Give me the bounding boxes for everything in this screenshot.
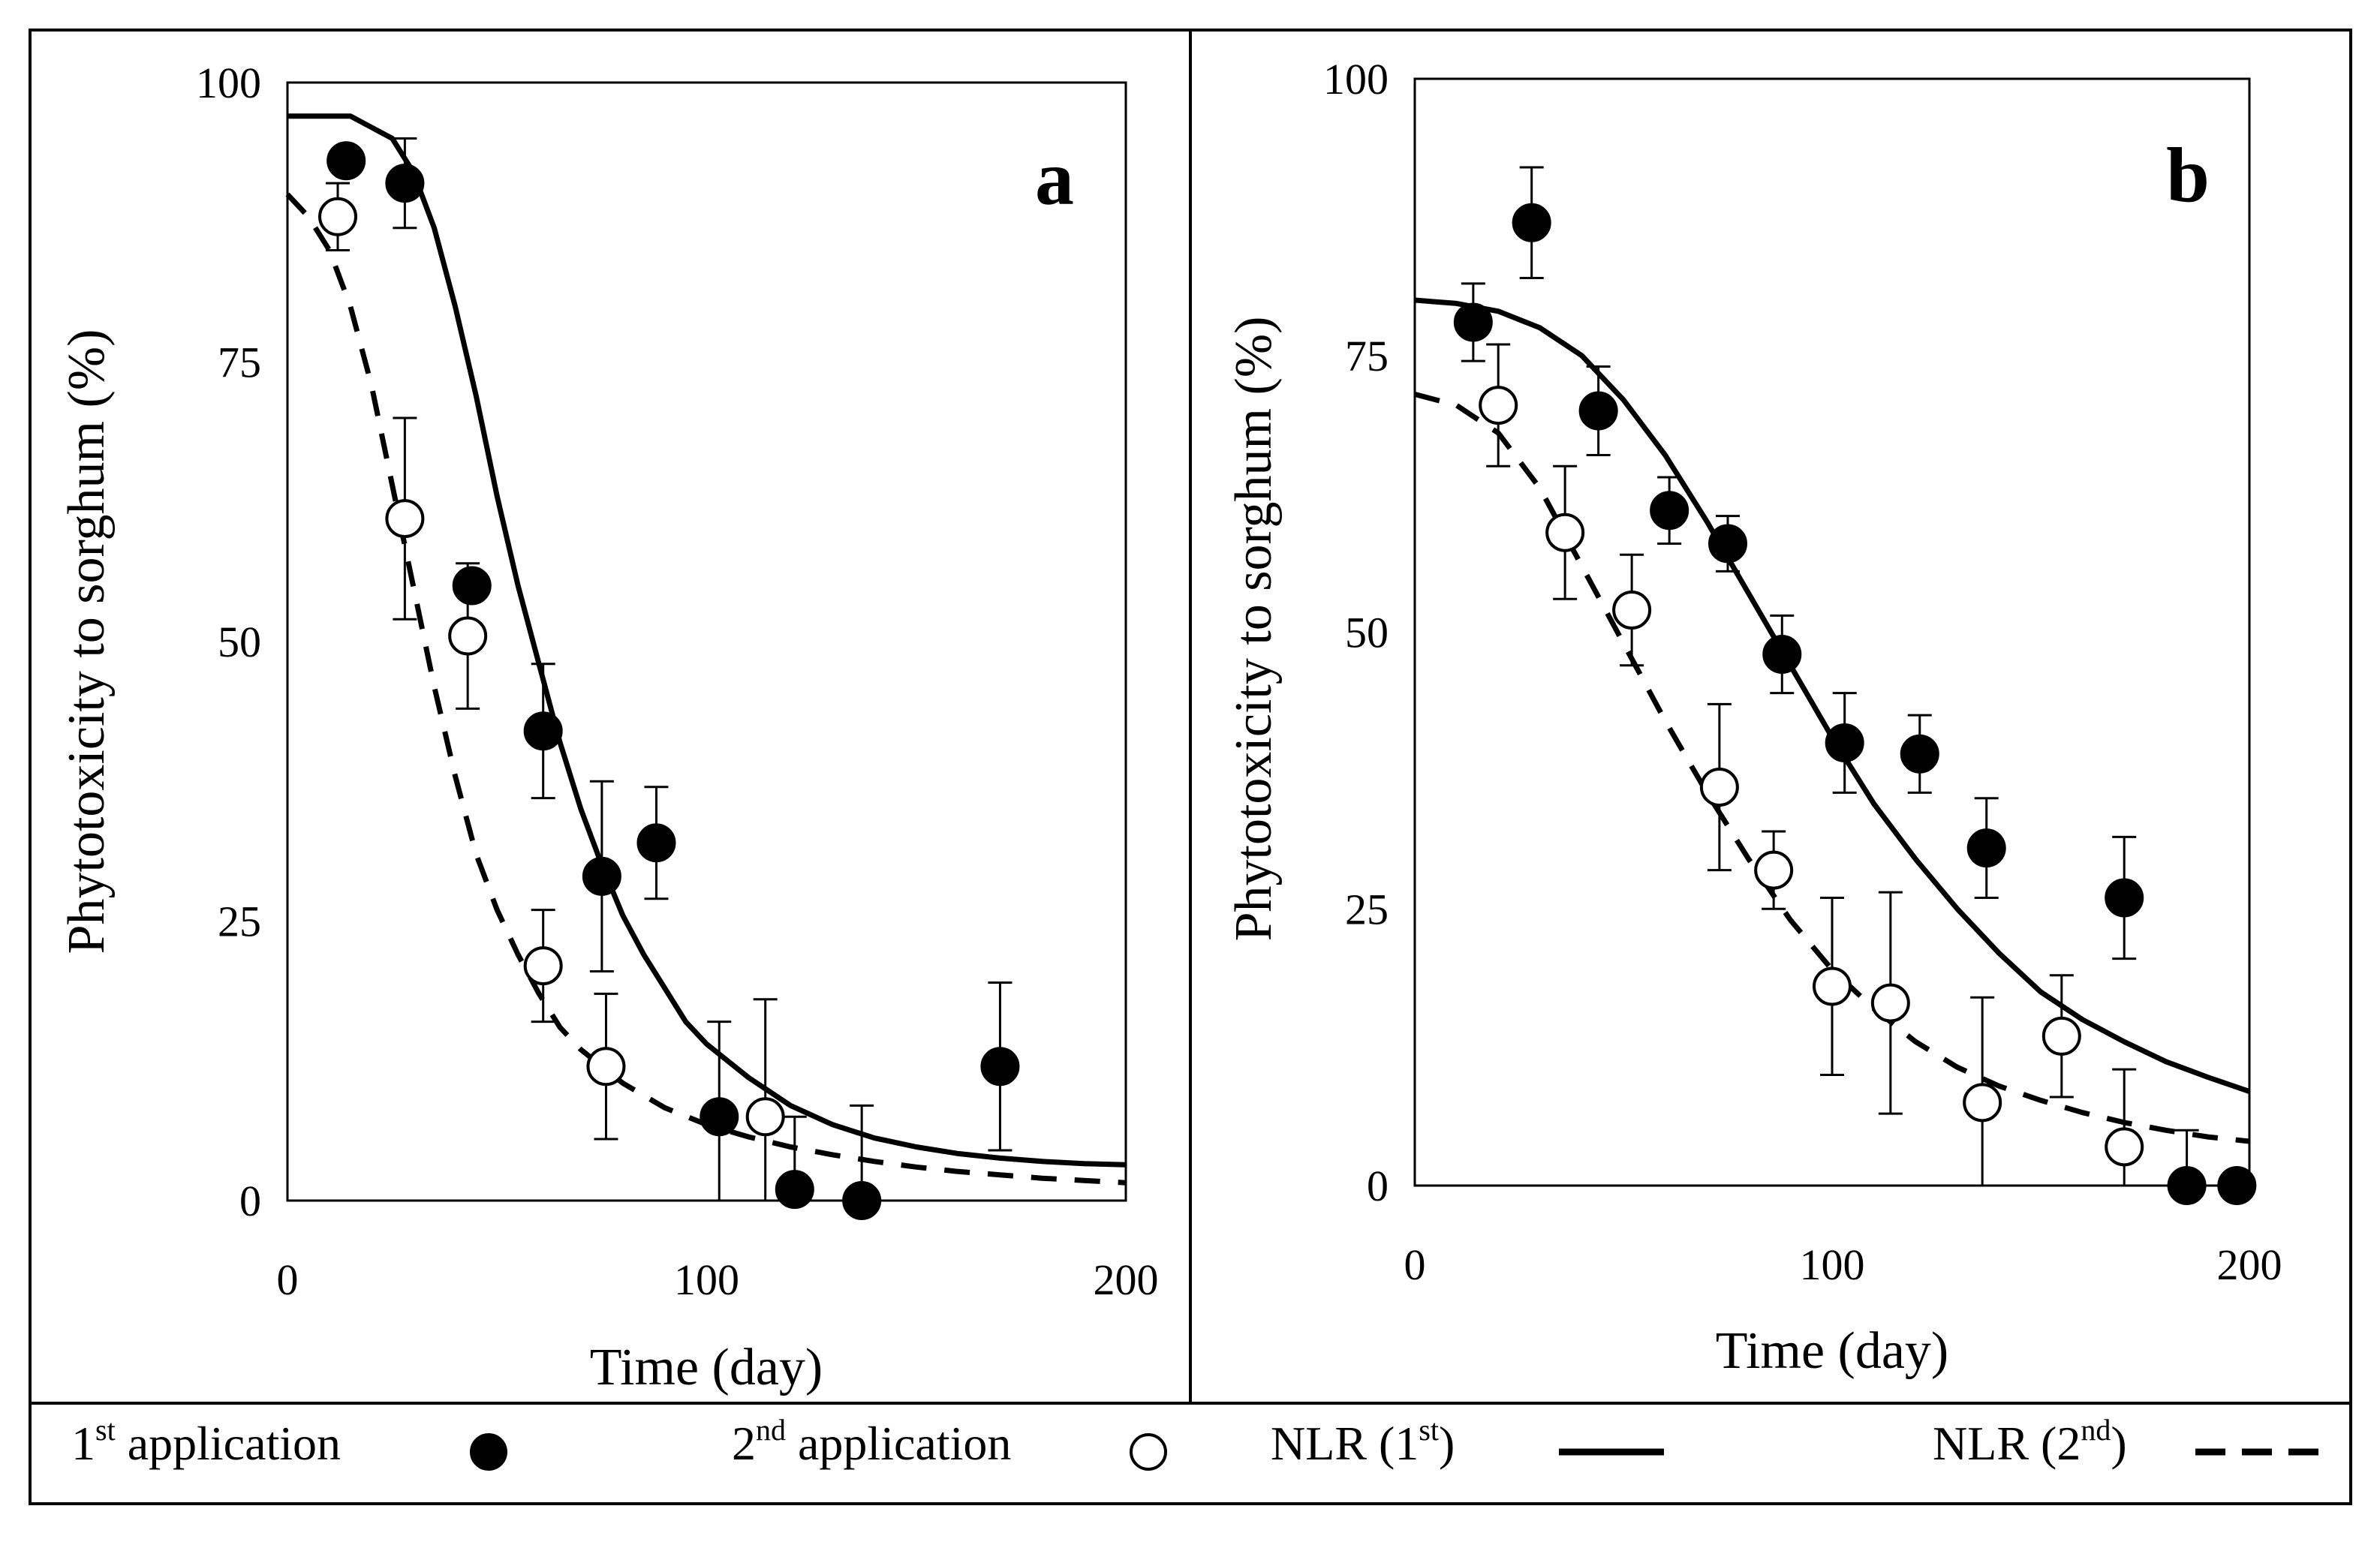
point-second-b-2 — [1612, 591, 1652, 630]
point-second-a-4 — [586, 1047, 626, 1087]
y-tick-label-b-25: 25 — [1345, 885, 1389, 933]
fit-line-nlr_second-b — [1414, 392, 2250, 1144]
y-tick-labels-b: 0 25 50 75 100 — [1323, 55, 1389, 1210]
legend-label-second-application: 2nd application — [732, 1413, 1011, 1470]
y-tick-label-b-75: 75 — [1345, 332, 1389, 380]
y-tick-label-a-100: 100 — [196, 59, 261, 107]
legend-label-nlr-first: NLR (1st) — [1271, 1413, 1455, 1470]
plot-area-b — [1413, 77, 2251, 1187]
point-first-b-11 — [2217, 1166, 2257, 1205]
y-tick-label-b-0: 0 — [1367, 1162, 1389, 1210]
point-first-a-7 — [775, 1170, 814, 1210]
point-first-a-0 — [326, 141, 366, 181]
panel-b: 0 25 50 75 100 0 100 200 b Phytotoxicity to so… — [1225, 55, 2282, 1380]
point-second-b-0 — [1479, 386, 1518, 425]
point-first-b-6 — [1825, 723, 1864, 762]
point-second-b-5 — [1813, 966, 1852, 1006]
point-second-b-3 — [1699, 768, 1739, 807]
point-first-b-9 — [2105, 878, 2144, 918]
point-second-a-0 — [318, 197, 358, 236]
point-second-a-5 — [745, 1097, 785, 1137]
y-tick-label-a-75: 75 — [218, 338, 261, 387]
data-points-a — [318, 141, 1020, 1220]
legend-label-nlr-second: NLR (2nd) — [1933, 1413, 2127, 1470]
legend-label-first-application: 1st application — [71, 1413, 341, 1470]
point-first-b-4 — [1708, 524, 1747, 564]
panel-a: 0 25 50 75 100 0 100 200 a Phytotoxicity to so… — [58, 59, 1159, 1396]
point-first-a-3 — [523, 711, 563, 751]
legend-marker-first-application — [470, 1433, 507, 1471]
point-first-b-2 — [1578, 391, 1618, 431]
point-first-b-1 — [1512, 203, 1551, 242]
panel-label-a: a — [1035, 135, 1074, 221]
y-tick-label-a-25: 25 — [218, 897, 261, 946]
fit-line-nlr_second-a — [285, 192, 1127, 1186]
point-first-a-1 — [385, 164, 425, 203]
x-axis-title-a: Time (day) — [590, 1339, 823, 1396]
point-second-a-1 — [385, 499, 425, 539]
point-first-a-8 — [842, 1181, 882, 1220]
y-axis-title-a: Phytotoxicity to sorghum (%) — [58, 329, 116, 954]
point-first-b-7 — [1900, 734, 1939, 774]
y-tick-label-a-50: 50 — [218, 618, 261, 666]
x-tick-label-a-200: 200 — [1094, 1255, 1159, 1304]
data-points-b — [1453, 203, 2257, 1205]
point-second-a-3 — [523, 946, 563, 986]
point-second-b-7 — [1963, 1083, 2002, 1123]
point-first-b-10 — [2167, 1166, 2207, 1205]
x-tick-label-b-100: 100 — [1800, 1240, 1865, 1289]
x-axis-title-b: Time (day) — [1716, 1322, 1948, 1380]
y-tick-label-b-50: 50 — [1345, 609, 1389, 657]
point-second-a-2 — [448, 616, 488, 656]
y-axis-title-b: Phytotoxicity to sorghum (%) — [1225, 317, 1283, 942]
x-tick-label-a-0: 0 — [277, 1255, 299, 1304]
panel-label-b: b — [2166, 132, 2210, 218]
point-first-b-0 — [1453, 302, 1493, 342]
legend: 1st application 2nd application NLR (1st… — [71, 1413, 2327, 1471]
point-first-a-9 — [980, 1047, 1020, 1087]
point-first-a-5 — [636, 823, 676, 863]
point-first-b-3 — [1650, 491, 1689, 531]
point-second-b-6 — [1870, 983, 1910, 1023]
y-tick-label-b-100: 100 — [1323, 55, 1389, 104]
x-tick-label-b-0: 0 — [1404, 1240, 1426, 1289]
y-tick-labels-a: 0 25 50 75 100 — [196, 59, 261, 1225]
point-first-a-4 — [582, 856, 621, 896]
legend-marker-second-application — [1130, 1433, 1167, 1471]
error-bars-b — [1461, 166, 2199, 1186]
y-tick-label-a-0: 0 — [239, 1177, 261, 1225]
x-tick-label-b-200: 200 — [2217, 1240, 2282, 1289]
point-first-a-2 — [452, 566, 492, 606]
x-tick-label-a-100: 100 — [674, 1255, 739, 1304]
point-second-b-9 — [2105, 1127, 2144, 1167]
point-second-b-1 — [1545, 512, 1585, 552]
point-second-b-4 — [1754, 850, 1794, 890]
point-first-b-5 — [1762, 635, 1802, 674]
point-second-b-8 — [2042, 1016, 2081, 1056]
x-tick-labels-a: 0 100 200 — [277, 1255, 1159, 1304]
point-first-a-6 — [700, 1097, 739, 1137]
x-tick-labels-b: 0 100 200 — [1404, 1240, 2282, 1289]
point-first-b-8 — [1966, 828, 2006, 868]
plot-area-a — [286, 81, 1127, 1202]
